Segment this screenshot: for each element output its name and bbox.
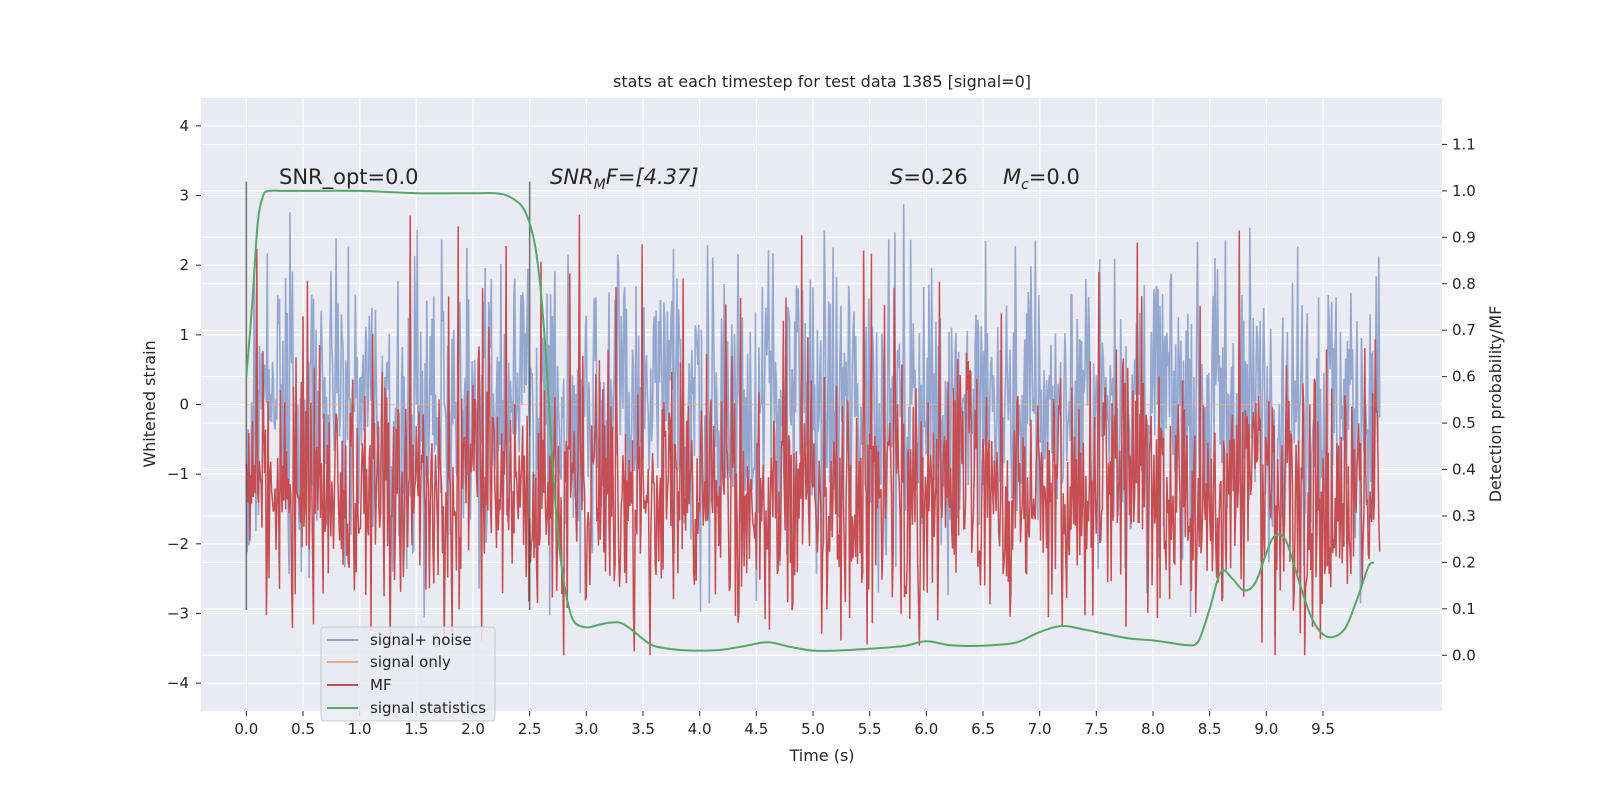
legend-label-signal-statistics: signal statistics <box>370 699 486 717</box>
x-tick-label: 4.0 <box>688 720 712 738</box>
s-label: S <box>890 165 903 189</box>
x-tick-label: 1.0 <box>348 720 372 738</box>
y-left-tick-label: 1 <box>179 326 189 344</box>
y-right-tick-label: 0.0 <box>1452 646 1476 664</box>
x-tick-label: 3.0 <box>574 720 598 738</box>
y-right-tick-label: 0.1 <box>1452 600 1476 618</box>
y-left-tick-label: −3 <box>167 604 189 622</box>
y-left-tick-label: 0 <box>179 396 189 414</box>
y-left-tick-label: −4 <box>167 674 189 692</box>
y-right-tick-label: 0.7 <box>1452 321 1476 339</box>
y-right-tick-label: 1.0 <box>1452 182 1476 200</box>
x-tick-label: 5.5 <box>858 720 882 738</box>
legend-label-mf: MF <box>370 676 392 694</box>
series-signal-statistics <box>245 189 1375 652</box>
axes: 0.0 0.5 1.0 1.5 2.0 2.5 3.0 3.5 4.0 4.5 5.0 5.5 6.0 6… <box>167 117 1476 738</box>
x-tick-label: 6.0 <box>914 720 938 738</box>
y-right-tick-label: 0.3 <box>1452 507 1476 525</box>
y-left-tick-label: 2 <box>179 256 189 274</box>
x-axis-title: Time (s) <box>788 746 854 765</box>
x-tick-label: 6.5 <box>971 720 995 738</box>
x-tick-label: 0.5 <box>291 720 315 738</box>
annotation-snr-opt: SNR_opt=0.0 <box>279 165 419 190</box>
legend-label-signal-noise: signal+ noise <box>370 631 472 649</box>
data-layer <box>245 181 1381 656</box>
x-tick-label: 8.5 <box>1198 720 1222 738</box>
x-tick-label: 9.0 <box>1254 720 1278 738</box>
s-value: =0.26 <box>903 165 967 189</box>
annotation-s: S=0.26 <box>890 165 968 189</box>
snr-mf-suffix: F=[4.37] <box>606 165 699 189</box>
legend-label-signal-only: signal only <box>370 653 451 671</box>
y-right-tick-label: 0.6 <box>1452 368 1476 386</box>
y-right-tick-label: 1.1 <box>1452 135 1476 153</box>
y-left-tick-label: −2 <box>167 535 189 553</box>
mc-sub: c <box>1021 177 1029 193</box>
legend: signal+ noise signal only MF signal stat… <box>320 626 496 722</box>
y-right-axis-title: Detection probability/MF <box>1486 306 1505 503</box>
x-tick-label: 3.5 <box>631 720 655 738</box>
annotation-snr-mf: SNRMF=[4.37] <box>550 165 699 193</box>
x-tick-label: 7.0 <box>1028 720 1052 738</box>
x-tick-label: 8.0 <box>1141 720 1165 738</box>
snr-mf-sub: M <box>594 177 606 193</box>
x-tick-label: 4.5 <box>744 720 768 738</box>
y-left-tick-label: 3 <box>179 187 189 205</box>
y-left-axis-title: Whitened strain <box>140 340 159 467</box>
mc-label: M <box>1003 165 1021 189</box>
x-tick-label: 9.5 <box>1311 720 1335 738</box>
x-tick-label: 5.0 <box>801 720 825 738</box>
snr-mf-prefix: SNR <box>550 165 594 189</box>
y-right-tick-label: 0.8 <box>1452 275 1476 293</box>
legend-box <box>320 626 496 722</box>
y-right-tick-label: 0.9 <box>1452 228 1476 246</box>
y-right-tick-label: 0.2 <box>1452 553 1476 571</box>
y-left-tick-label: −1 <box>167 465 189 483</box>
y-left-tick-label: 4 <box>179 117 189 135</box>
x-tick-label: 1.5 <box>404 720 428 738</box>
mc-value: =0.0 <box>1029 165 1080 189</box>
y-right-tick-label: 0.5 <box>1452 414 1476 432</box>
x-tick-label: 7.5 <box>1084 720 1108 738</box>
x-tick-label: 0.0 <box>234 720 258 738</box>
x-tick-label: 2.5 <box>518 720 542 738</box>
annotation-mc: Mc=0.0 <box>1003 165 1080 193</box>
chart-title: stats at each timestep for test data 138… <box>613 72 1031 91</box>
x-tick-label: 2.0 <box>461 720 485 738</box>
y-right-tick-label: 0.4 <box>1452 461 1476 479</box>
series-mf <box>245 214 1381 656</box>
